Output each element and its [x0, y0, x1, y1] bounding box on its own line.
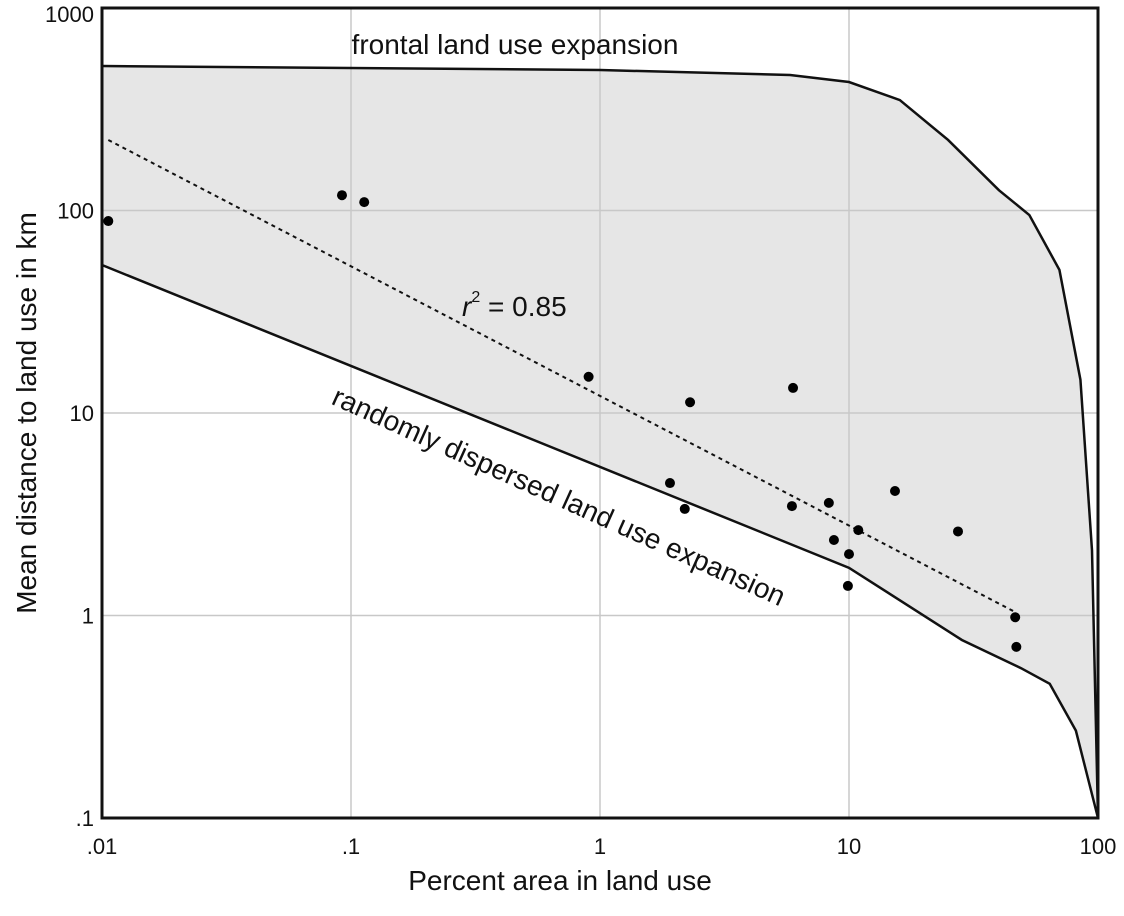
x-tick-label: 100 — [1080, 834, 1117, 859]
data-point — [786, 501, 797, 512]
plot-area: .01 .1 1 10 100 .1 1 10 100 1000 — [45, 2, 1116, 859]
y-axis-label: Mean distance to land use in km — [11, 212, 42, 614]
y-tick-label: 10 — [70, 401, 94, 426]
data-point — [889, 485, 900, 496]
fit-annotation: r2 = 0.85 — [462, 289, 567, 322]
data-point — [679, 503, 690, 514]
boundary-line — [101, 263, 1100, 819]
data-point — [1010, 612, 1021, 623]
boundary-line — [101, 64, 1100, 819]
y-tick-label: 1000 — [45, 2, 94, 27]
data-point — [842, 580, 853, 591]
data-point — [664, 478, 675, 489]
data-point — [844, 549, 854, 560]
r-value: = 0.85 — [480, 291, 566, 322]
x-tick-label: .1 — [342, 834, 360, 859]
data-point — [359, 197, 370, 208]
data-point — [823, 497, 834, 508]
data-point — [1011, 641, 1022, 652]
x-tick-label: 1 — [594, 834, 606, 859]
data-point — [952, 526, 963, 537]
data-point — [685, 397, 696, 408]
data-point — [788, 382, 799, 393]
data-point — [583, 371, 594, 382]
r-symbol: r — [462, 291, 473, 322]
r-exponent: 2 — [471, 289, 480, 306]
y-tick-label: .1 — [76, 806, 94, 831]
frontal-label: frontal land use expansion — [352, 29, 679, 60]
data-point — [336, 190, 347, 201]
x-axis-label: Percent area in land use — [408, 865, 712, 896]
data-point — [828, 534, 839, 545]
plot-frame — [100, 6, 1100, 820]
data-point — [853, 525, 864, 536]
fit-line — [107, 139, 1016, 613]
y-tick-label: 100 — [57, 199, 94, 224]
data-point — [103, 216, 114, 227]
x-tick-label: 10 — [837, 834, 861, 859]
y-tick-label: 1 — [82, 604, 94, 629]
x-tick-label: .01 — [87, 834, 118, 859]
